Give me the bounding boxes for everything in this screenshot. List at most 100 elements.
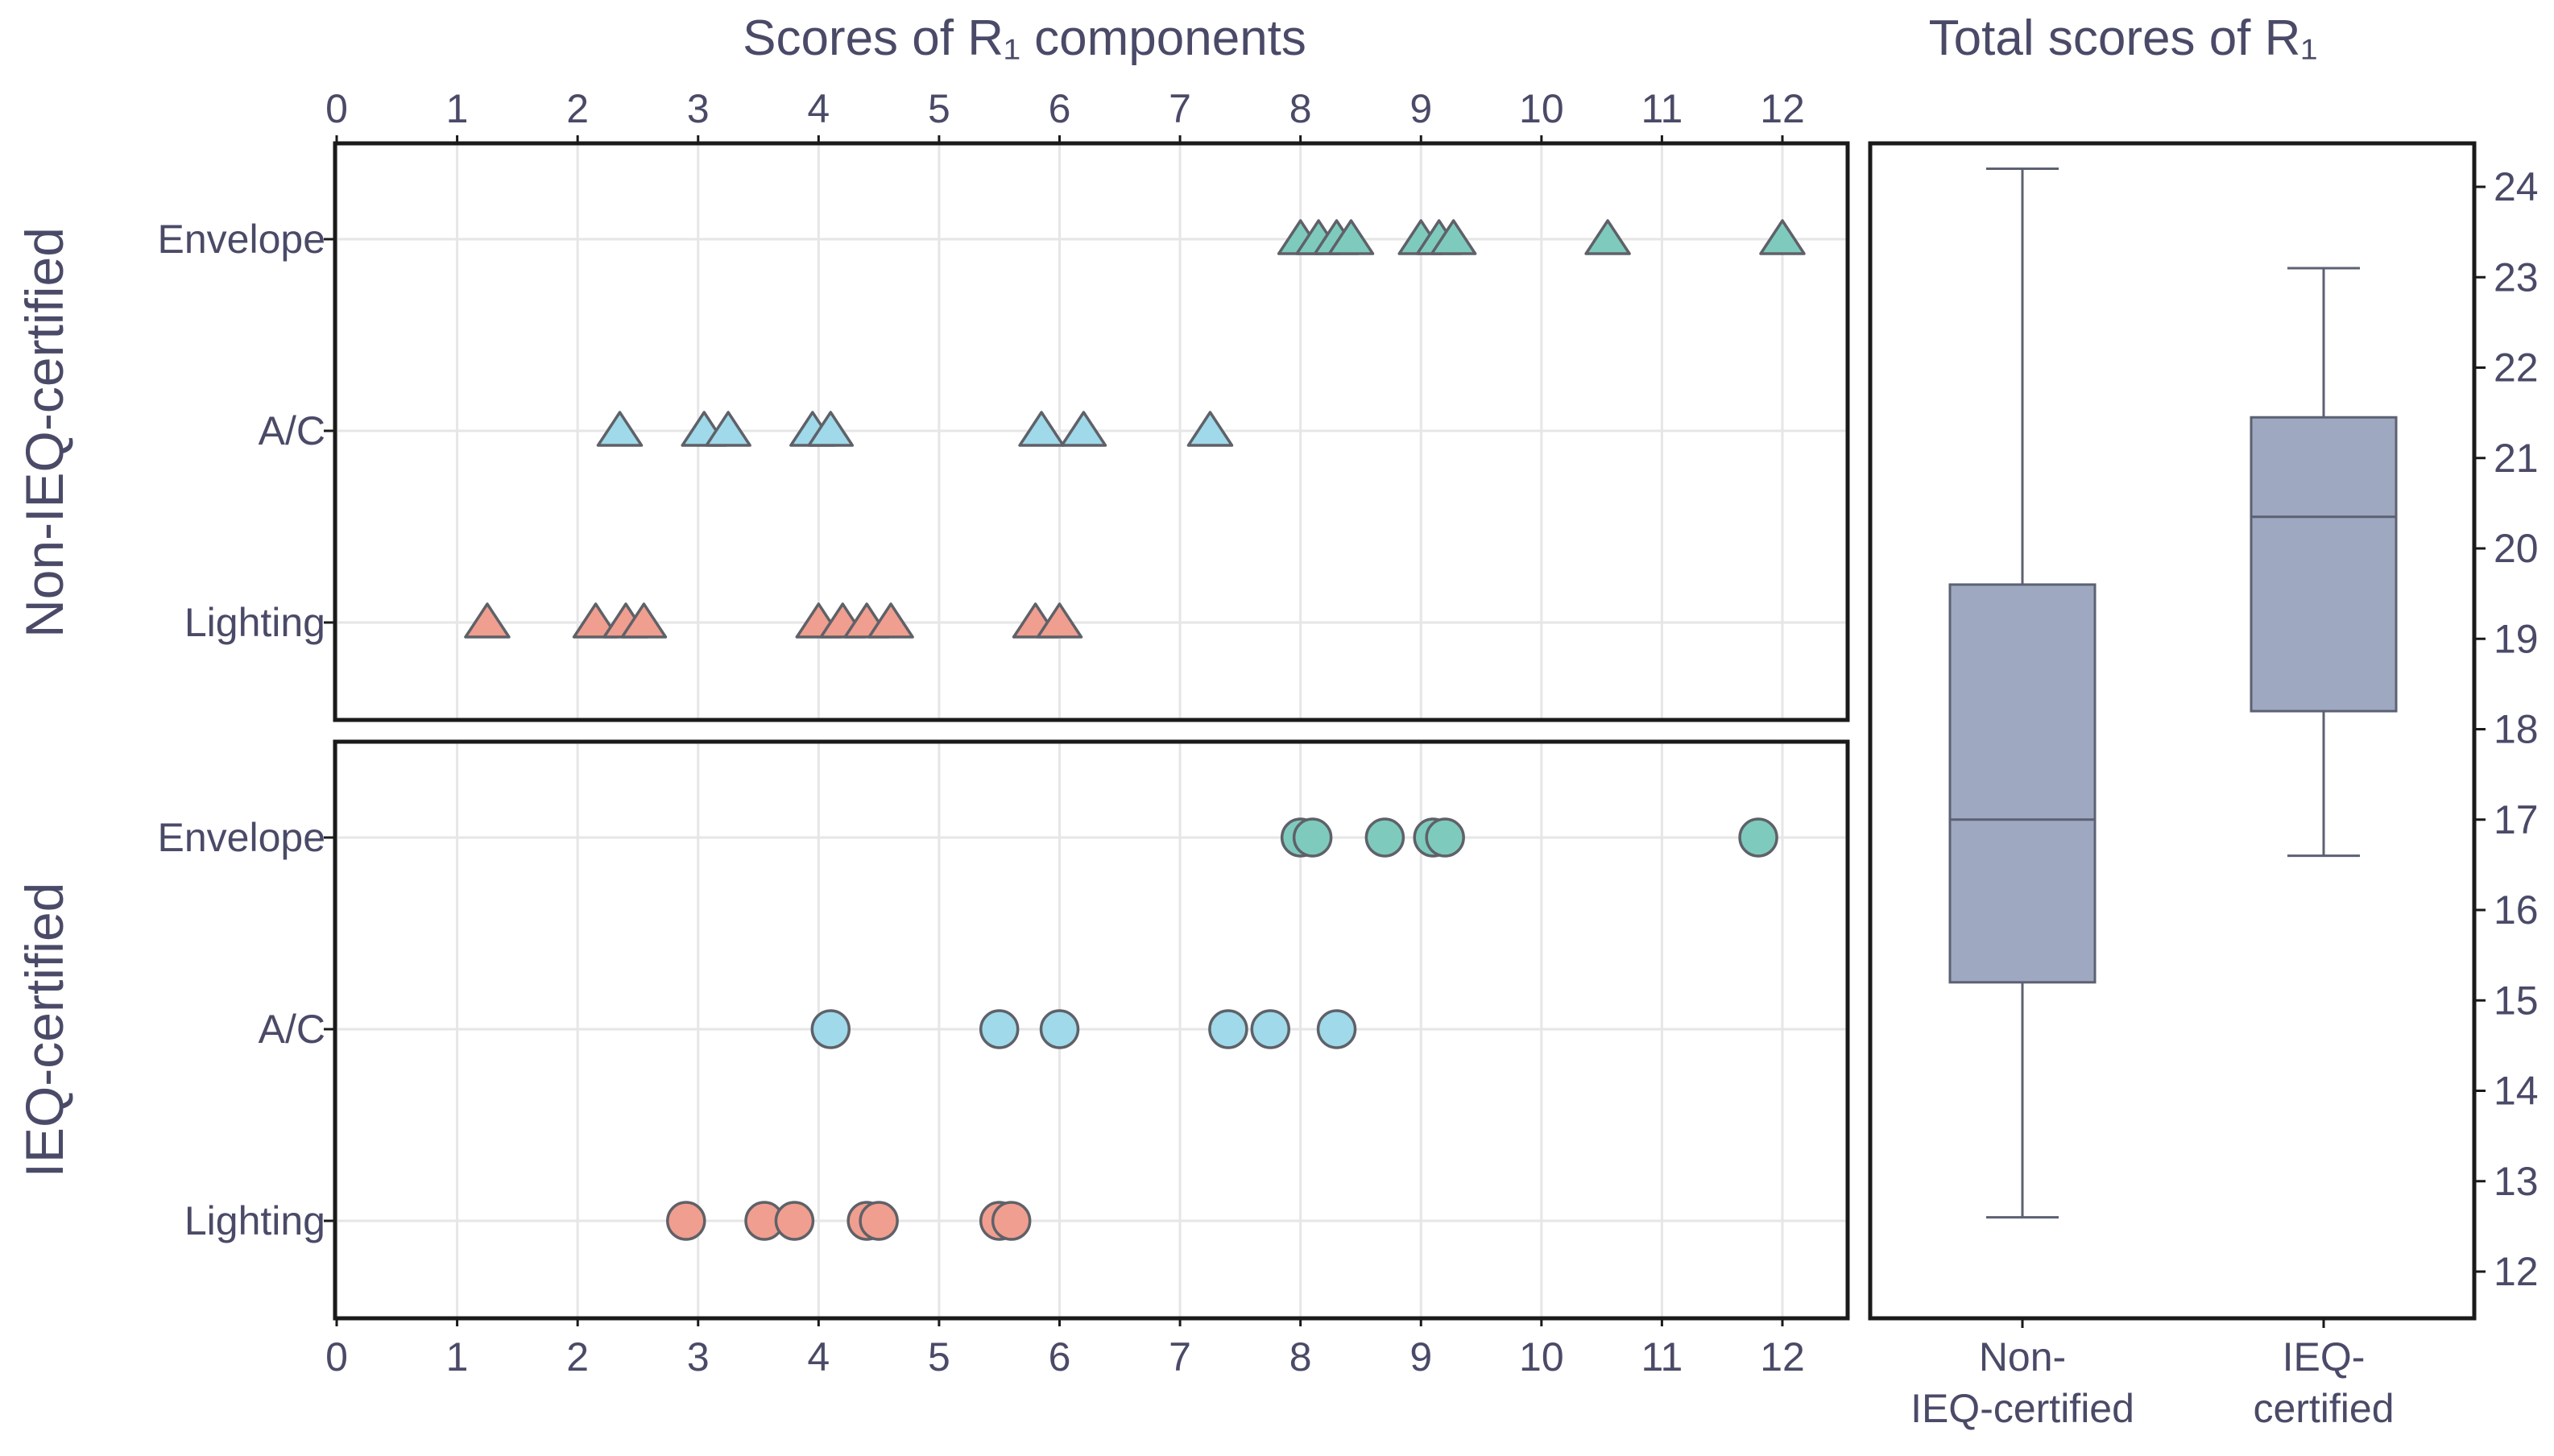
- data-point-triangle: [1327, 219, 1375, 255]
- data-point-triangle: [596, 411, 644, 447]
- data-point-circle: [1292, 817, 1333, 858]
- group-label: Non-: [1979, 1334, 2066, 1379]
- x-tick-label-bottom: 8: [1289, 1334, 1312, 1379]
- series-a-c: [810, 1009, 1357, 1049]
- x-tick-label-top: 5: [928, 86, 950, 131]
- data-point-triangle: [1060, 411, 1107, 447]
- x-tick-label-top: 7: [1169, 86, 1191, 131]
- x-tick-label-bottom: 6: [1049, 1334, 1071, 1379]
- scatter-plot: 0 1 2 3 4 5 6 7 8 9 10 11 120 1 2 3 4 5 6 7 8 9 10 11 12Envelope…: [158, 86, 1850, 1379]
- data-point-triangle: [867, 602, 914, 639]
- data-point-triangle: [464, 602, 511, 639]
- y-tick-label: 21: [2494, 436, 2539, 481]
- x-tick-label-bottom: 10: [1519, 1334, 1564, 1379]
- data-point-triangle: [1584, 219, 1631, 255]
- series-lighting: [666, 1201, 1032, 1241]
- panel-frame: [333, 739, 1850, 1321]
- data-point-circle: [1039, 1009, 1080, 1049]
- y-tick-label: 22: [2494, 345, 2539, 391]
- panel-label-ieq: IEQ-certified: [14, 883, 74, 1178]
- data-point-triangle: [572, 602, 619, 639]
- y-tick-label: 12: [2494, 1249, 2539, 1294]
- category-label-envelope: Envelope: [158, 217, 326, 262]
- x-tick-label-top: 1: [446, 86, 469, 131]
- x-tick-label-top: 6: [1049, 86, 1071, 131]
- data-point-circle: [774, 1201, 815, 1241]
- y-tick-label: 24: [2494, 164, 2539, 209]
- box-iqr: [2250, 416, 2398, 713]
- data-point-circle: [810, 1009, 851, 1049]
- box-iqr: [1948, 583, 2097, 984]
- box-group-1: Non- IEQ-certified: [1910, 168, 2134, 1431]
- data-point-circle: [666, 1201, 706, 1241]
- x-tick-label-bottom: 5: [928, 1334, 950, 1379]
- x-tick-label-bottom: 7: [1169, 1334, 1191, 1379]
- data-point-circle: [859, 1201, 899, 1241]
- data-point-triangle: [807, 411, 855, 447]
- data-point-circle: [1738, 817, 1778, 858]
- data-point-triangle: [1036, 602, 1083, 639]
- x-tick-label-bottom: 3: [687, 1334, 710, 1379]
- data-point-triangle: [1430, 219, 1477, 255]
- y-tick-label: 14: [2494, 1069, 2539, 1114]
- y-tick-label: 19: [2494, 616, 2539, 661]
- x-tick-label-top: 0: [325, 86, 348, 131]
- category-label-lighting: Lighting: [184, 1198, 325, 1243]
- group-label: IEQ-: [2283, 1334, 2366, 1379]
- data-point-circle: [979, 1009, 1020, 1049]
- data-point-triangle: [705, 411, 751, 447]
- category-label-lighting: Lighting: [184, 600, 325, 645]
- panel-ieq-certified: Envelope A/C Lighting: [158, 739, 1850, 1326]
- box-group-2: IEQ-certified: [2250, 267, 2398, 1431]
- category-label-a-c: A/C: [259, 408, 325, 453]
- boxplot-frame: [1868, 141, 2477, 1321]
- y-tick-label: 17: [2494, 797, 2539, 842]
- y-tick-label: 18: [2494, 707, 2539, 752]
- group-label: certified: [2253, 1386, 2394, 1431]
- x-tick-label-top: 3: [687, 86, 710, 131]
- x-tick-label-bottom: 4: [807, 1334, 830, 1379]
- data-point-triangle: [620, 602, 668, 639]
- boxplot-title: Total scores of R₁: [1929, 10, 2318, 66]
- y-tick-label: 15: [2494, 978, 2539, 1023]
- x-tick-label-top: 9: [1409, 86, 1432, 131]
- y-tick-label: 23: [2494, 254, 2539, 300]
- data-point-circle: [991, 1201, 1032, 1241]
- y-tick-label: 20: [2494, 526, 2539, 571]
- data-point-circle: [1250, 1009, 1291, 1049]
- scatter-title: Scores of R₁ components: [743, 10, 1306, 66]
- panel-label-non-ieq: Non-IEQ-certified: [14, 227, 74, 638]
- data-point-circle: [1208, 1009, 1248, 1049]
- x-tick-label-top: 11: [1641, 86, 1683, 131]
- box-plot: 12 13 14 15 16 17 18 19 20 21 22 23 24 Non- IEQ-certif…: [1868, 141, 2539, 1431]
- x-tick-label-bottom: 12: [1760, 1334, 1805, 1379]
- category-label-a-c: A/C: [259, 1007, 325, 1052]
- x-tick-label-top: 2: [566, 86, 589, 131]
- x-tick-label-top: 4: [807, 86, 830, 131]
- data-point-triangle: [1018, 411, 1065, 447]
- x-tick-label-bottom: 9: [1409, 1334, 1432, 1379]
- data-point-triangle: [1759, 219, 1806, 255]
- x-tick-label-bottom: 2: [566, 1334, 589, 1379]
- panel-non-ieq-certified: Envelope A/C Lighting: [158, 135, 1850, 722]
- series-a-c: [596, 411, 1234, 447]
- series-lighting: [464, 602, 1083, 639]
- group-label: IEQ-certified: [1910, 1386, 2134, 1431]
- category-label-envelope: Envelope: [158, 815, 326, 860]
- data-point-circle: [1316, 1009, 1357, 1049]
- x-tick-label-bottom: 1: [446, 1334, 469, 1379]
- y-tick-label: 13: [2494, 1159, 2539, 1204]
- data-point-circle: [1425, 817, 1465, 858]
- series-envelope: [1280, 817, 1778, 858]
- y-tick-label: 16: [2494, 887, 2539, 933]
- series-envelope: [1277, 219, 1806, 255]
- panel-frame: [333, 141, 1850, 722]
- x-tick-label-top: 12: [1760, 86, 1805, 131]
- x-tick-label-top: 8: [1289, 86, 1312, 131]
- x-tick-label-bottom: 11: [1641, 1334, 1683, 1379]
- x-tick-label-bottom: 0: [325, 1334, 348, 1379]
- x-tick-label-top: 10: [1519, 86, 1564, 131]
- data-point-circle: [1364, 817, 1405, 858]
- data-point-triangle: [1186, 411, 1234, 447]
